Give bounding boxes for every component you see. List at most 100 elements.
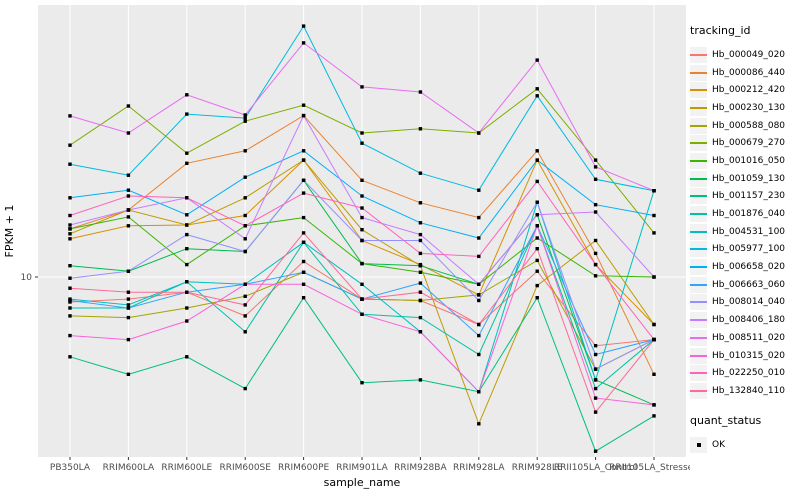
- data-point: [68, 298, 72, 303]
- legend-entry-Hb_006663_060: Hb_006663_060: [690, 276, 800, 294]
- x-tick-label: RRIM928BA: [394, 463, 447, 473]
- data-point: [652, 213, 656, 218]
- legend-entry-Hb_000212_420: Hb_000212_420: [690, 81, 800, 99]
- data-point: [126, 303, 131, 307]
- legend-entry-Hb_008511_020: Hb_008511_020: [690, 329, 800, 347]
- legend-key-box: [690, 436, 707, 453]
- data-point: [68, 286, 72, 290]
- data-point: [68, 114, 72, 118]
- legend-key-box: [690, 46, 707, 63]
- data-point: [652, 231, 656, 235]
- data-point: [185, 280, 189, 284]
- x-tick-label: RRII105LA_Control: [554, 463, 637, 473]
- data-point: [301, 41, 306, 45]
- data-point: [477, 298, 481, 303]
- legend-entry-label: Hb_001157_230: [712, 191, 786, 202]
- data-point: [418, 232, 423, 237]
- data-point: [418, 290, 423, 294]
- legend-key-box: [690, 347, 707, 364]
- data-point: [535, 213, 539, 217]
- legend-entry-label: Hb_008014_040: [712, 297, 786, 308]
- legend-entry-label: Hb_005977_100: [712, 244, 786, 255]
- data-point: [243, 116, 247, 120]
- x-tick-label: RRIM928LE: [512, 463, 563, 473]
- legend-line-icon: [690, 248, 707, 251]
- data-point: [418, 281, 423, 285]
- data-point: [593, 158, 598, 162]
- data-point: [301, 296, 306, 300]
- data-point: [535, 58, 539, 62]
- y-tick-label: 10: [21, 273, 33, 283]
- legend-key-box: [690, 329, 707, 346]
- legend-entry-Hb_022250_010: Hb_022250_010: [690, 364, 800, 382]
- x-tick-label: RRIM600PE: [278, 463, 330, 473]
- legend-line-icon: [690, 389, 707, 392]
- data-point: [243, 119, 247, 123]
- data-point: [593, 165, 598, 169]
- data-point: [360, 238, 364, 243]
- x-axis-title: sample_name: [324, 476, 401, 489]
- data-point: [477, 390, 481, 394]
- data-point: [360, 228, 364, 232]
- data-point: [243, 303, 247, 307]
- data-point: [593, 177, 598, 181]
- data-point: [360, 297, 364, 301]
- legend-series-title: tracking_id: [690, 24, 751, 37]
- data-point: [68, 227, 72, 231]
- data-point: [68, 306, 72, 310]
- data-point: [477, 188, 481, 192]
- legend-entry-Hb_001876_040: Hb_001876_040: [690, 205, 800, 223]
- legend-line-icon: [690, 213, 707, 216]
- legend-points-title: quant_status: [690, 413, 762, 427]
- legend-entry-label: Hb_008511_020: [712, 332, 786, 343]
- legend-entry-label: Hb_004531_100: [712, 226, 786, 237]
- data-point: [185, 319, 189, 323]
- data-point: [477, 236, 481, 240]
- legend-key-box: [690, 82, 707, 99]
- legend-key-box: [690, 294, 707, 311]
- data-point: [185, 247, 189, 251]
- data-point: [243, 113, 247, 117]
- data-point: [68, 333, 72, 338]
- x-tick-label: RRIM928LA: [453, 463, 505, 473]
- data-point: [477, 282, 481, 286]
- legend-entry-Hb_006658_020: Hb_006658_020: [690, 258, 800, 276]
- legend-key-box: [690, 135, 707, 152]
- legend-line-icon: [690, 71, 707, 74]
- data-point: [243, 249, 247, 254]
- data-point: [185, 232, 189, 237]
- data-point: [418, 221, 423, 225]
- data-point: [360, 206, 364, 210]
- data-point: [418, 270, 423, 274]
- data-point: [360, 381, 364, 385]
- legend-key-box: [690, 170, 707, 187]
- data-point: [652, 403, 656, 407]
- data-point: [477, 254, 481, 259]
- data-point: [418, 90, 423, 94]
- data-point: [477, 333, 481, 338]
- legend-line-icon: [690, 283, 707, 286]
- legend-line-icon: [690, 336, 707, 339]
- data-point: [535, 283, 539, 288]
- data-point: [68, 314, 72, 318]
- data-point: [652, 189, 656, 193]
- legend-entry-label: Hb_000230_130: [712, 102, 786, 113]
- data-point: [477, 422, 481, 426]
- data-point: [535, 149, 539, 153]
- x-tick-label: RRIM600SE: [219, 463, 271, 473]
- data-point: [243, 386, 247, 391]
- data-point: [477, 322, 481, 327]
- legend-key-box: [690, 276, 707, 293]
- data-point: [243, 175, 247, 179]
- legend-entry-label: Hb_001016_050: [712, 155, 786, 166]
- data-point: [360, 178, 364, 182]
- data-point: [418, 330, 423, 334]
- x-tick-label: RRII105LA_Stressed: [609, 463, 690, 473]
- data-point: [243, 314, 247, 318]
- data-point: [535, 179, 539, 184]
- data-point: [185, 290, 189, 294]
- data-point: [652, 372, 656, 376]
- data-point: [126, 224, 131, 228]
- data-point: [243, 282, 247, 286]
- data-point: [477, 131, 481, 135]
